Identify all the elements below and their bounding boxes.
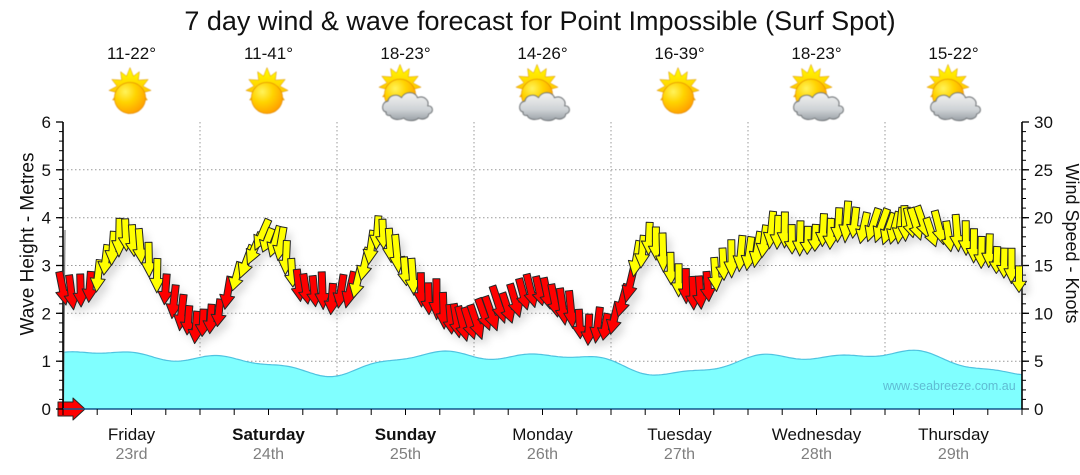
svg-text:5: 5 (42, 161, 51, 180)
svg-text:30: 30 (1034, 113, 1053, 132)
svg-text:25: 25 (1034, 161, 1053, 180)
svg-text:20: 20 (1034, 209, 1053, 228)
svg-text:0: 0 (1034, 400, 1043, 419)
svg-text:5: 5 (1034, 352, 1043, 371)
svg-text:4: 4 (42, 209, 51, 228)
svg-text:3: 3 (42, 257, 51, 276)
svg-text:2: 2 (42, 304, 51, 323)
svg-text:1: 1 (42, 352, 51, 371)
svg-text:6: 6 (42, 113, 51, 132)
svg-text:0: 0 (42, 400, 51, 419)
svg-text:10: 10 (1034, 304, 1053, 323)
svg-text:15: 15 (1034, 257, 1053, 276)
